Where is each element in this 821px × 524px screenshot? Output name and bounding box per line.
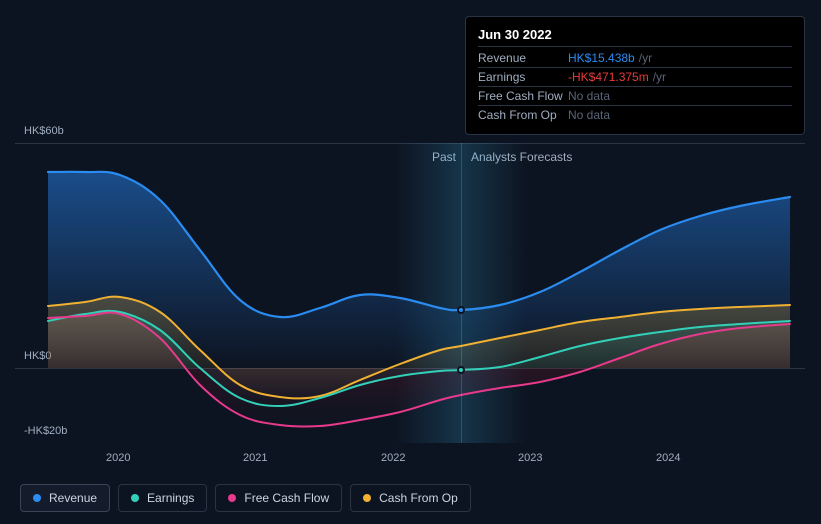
tooltip-value: No data xyxy=(568,108,610,122)
tooltip-label: Revenue xyxy=(478,51,568,65)
legend-label: Earnings xyxy=(147,491,194,505)
tooltip-suffix: /yr xyxy=(639,51,652,65)
legend-dot-icon xyxy=(363,494,371,502)
tooltip-label: Earnings xyxy=(478,70,568,84)
legend-dot-icon xyxy=(131,494,139,502)
x-axis-label: 2024 xyxy=(656,452,680,464)
legend-label: Free Cash Flow xyxy=(244,491,329,505)
chart-tooltip: Jun 30 2022 RevenueHK$15.438b/yrEarnings… xyxy=(465,16,805,135)
tooltip-row: Earnings-HK$471.375m/yr xyxy=(478,68,792,87)
tooltip-label: Free Cash Flow xyxy=(478,89,568,103)
tooltip-value: HK$15.438b xyxy=(568,51,635,65)
cursor-line xyxy=(461,143,462,443)
x-axis-label: 2020 xyxy=(106,452,130,464)
cursor-dot-revenue xyxy=(457,306,465,314)
tooltip-row: RevenueHK$15.438b/yr xyxy=(478,49,792,68)
tooltip-suffix: /yr xyxy=(653,70,666,84)
legend-item-revenue[interactable]: Revenue xyxy=(20,484,110,512)
legend: Revenue Earnings Free Cash Flow Cash From O… xyxy=(20,484,471,512)
cursor-dot-earnings xyxy=(457,366,465,374)
chart-container: Jun 30 2022 RevenueHK$15.438b/yrEarnings… xyxy=(0,0,821,524)
tooltip-row: Free Cash FlowNo data xyxy=(478,87,792,106)
tooltip-date: Jun 30 2022 xyxy=(478,27,792,47)
tooltip-value: No data xyxy=(568,89,610,103)
legend-item-earnings[interactable]: Earnings xyxy=(118,484,207,512)
legend-label: Revenue xyxy=(49,491,97,505)
x-axis-label: 2022 xyxy=(381,452,405,464)
legend-label: Cash From Op xyxy=(379,491,458,505)
legend-item-free_cash_flow[interactable]: Free Cash Flow xyxy=(215,484,342,512)
tooltip-label: Cash From Op xyxy=(478,108,568,122)
legend-dot-icon xyxy=(228,494,236,502)
tooltip-row: Cash From OpNo data xyxy=(478,106,792,124)
legend-dot-icon xyxy=(33,494,41,502)
legend-item-cash_from_op[interactable]: Cash From Op xyxy=(350,484,471,512)
x-axis-label: 2021 xyxy=(243,452,267,464)
tooltip-value: -HK$471.375m xyxy=(568,70,649,84)
x-axis-label: 2023 xyxy=(518,452,542,464)
